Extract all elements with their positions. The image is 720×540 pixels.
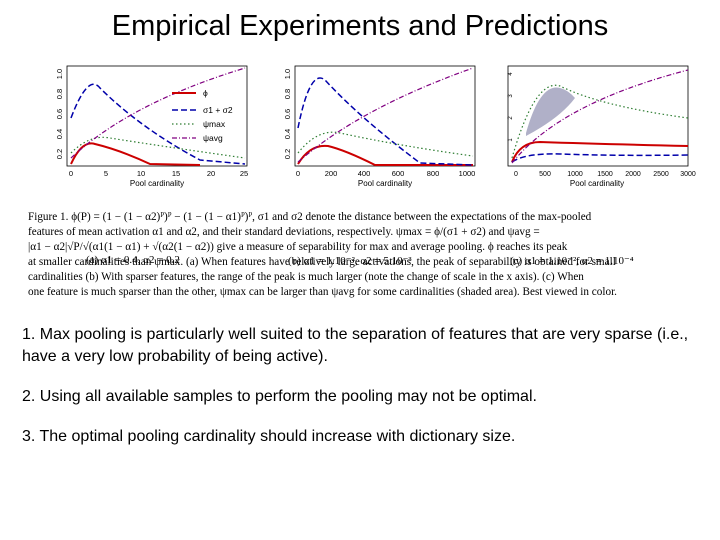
x-tick: 1000 xyxy=(567,171,583,178)
x-tick: 2500 xyxy=(653,171,669,178)
panel-a-caption: (a) α1 = 0.4, α2 = 0.2 xyxy=(86,254,180,266)
figure-plots: 0.2 0.4 0.6 0.8 1.0 0 5 10 15 20 25 Pool… xyxy=(55,65,696,188)
panel-c-xticks: 0 500 1000 1500 2000 2500 3000 xyxy=(514,171,696,178)
psi-max-curve xyxy=(70,136,246,159)
y-tick: 0.2 xyxy=(283,149,292,159)
key-points: 1. Max pooling is particularly well suit… xyxy=(22,324,702,466)
y-tick: 4 xyxy=(508,72,514,76)
panel-b-yticks: 0.2 0.4 0.6 0.8 1.0 xyxy=(283,69,292,159)
y-tick: 0.2 xyxy=(55,149,64,159)
x-tick: 2000 xyxy=(625,171,641,178)
x-tick: 0 xyxy=(514,171,518,178)
panel-b-xlabel: Pool cardinality xyxy=(358,179,412,188)
panel-a-frame xyxy=(66,65,248,167)
y-tick: 0.4 xyxy=(283,129,292,139)
caption-line: |α1 − α2|√P/√(α1(1 − α1) + √(α2(1 − α2))… xyxy=(28,241,568,253)
y-tick: 1 xyxy=(508,138,514,142)
point-2: 2. Using all available samples to perfor… xyxy=(22,388,537,405)
psi-max-curve xyxy=(511,84,689,159)
y-tick: 1.0 xyxy=(283,69,292,79)
panel-c-xlabel: Pool cardinality xyxy=(570,179,624,188)
figure: 0.2 0.4 0.6 0.8 1.0 0 5 10 15 20 25 Pool… xyxy=(0,58,720,308)
x-tick: 25 xyxy=(240,169,248,178)
psi-avg-curve xyxy=(511,69,689,164)
y-tick: 0.6 xyxy=(283,109,292,119)
x-tick: 5 xyxy=(104,169,108,178)
y-tick: 0.8 xyxy=(283,89,292,99)
x-tick: 800 xyxy=(427,169,440,178)
phi-curve xyxy=(70,142,201,166)
x-tick: 500 xyxy=(539,171,551,178)
y-tick: 0.4 xyxy=(55,129,64,139)
panel-b: 0.2 0.4 0.6 0.8 1.0 0 200 400 600 800 10… xyxy=(283,65,476,188)
panel-a-xlabel: Pool cardinality xyxy=(130,179,184,188)
x-tick: 15 xyxy=(172,169,180,178)
panel-b-caption: (b) α1 = 1.10⁻², α2 = 5.10⁻³ xyxy=(288,255,412,267)
psi-avg-curve xyxy=(70,67,246,159)
x-tick: 1500 xyxy=(597,171,613,178)
y-tick: 0.8 xyxy=(55,89,64,99)
panel-a-yticks: 0.2 0.4 0.6 0.8 1.0 xyxy=(55,69,64,159)
x-tick: 0 xyxy=(296,169,300,178)
caption-line: Figure 1. ϕ(P) = (1 − (1 − α2)ᴾ)ᴾ − (1 −… xyxy=(28,211,592,223)
psi-avg-curve xyxy=(297,67,474,163)
legend-psi-avg: ψavg xyxy=(203,133,223,143)
panel-captions: (a) α1 = 0.4, α2 = 0.2 (b) α1 = 1.10⁻², … xyxy=(0,254,720,270)
x-tick: 200 xyxy=(325,169,338,178)
y-tick: 1.0 xyxy=(55,69,64,79)
panel-b-frame xyxy=(294,65,476,167)
caption-line: cardinalities (b) With sparser features,… xyxy=(28,271,584,283)
caption-line: at smaller cardinalities than ψmax. (a) … xyxy=(28,256,616,268)
shaded-area xyxy=(526,87,575,136)
panel-c: 1 2 3 4 0 500 1000 1500 2000 2500 3000 P… xyxy=(507,65,696,188)
panel-a-xticks: 0 5 10 15 20 25 xyxy=(69,169,248,178)
caption-line: features of mean activation α1 and α2, a… xyxy=(28,226,540,238)
point-1: 1. Max pooling is particularly well suit… xyxy=(22,326,689,365)
x-tick: 0 xyxy=(69,169,73,178)
figure-caption: Figure 1. ϕ(P) = (1 − (1 − α2)ᴾ)ᴾ − (1 −… xyxy=(28,210,698,300)
y-tick: 0.6 xyxy=(55,109,64,119)
x-tick: 10 xyxy=(137,169,145,178)
sigma-sum-curve xyxy=(511,153,689,163)
slide-title: Empirical Experiments and Predictions xyxy=(111,10,609,42)
psi-max-curve xyxy=(297,131,474,157)
panel-b-xticks: 0 200 400 600 800 1000 xyxy=(296,169,475,178)
x-tick: 3000 xyxy=(680,171,696,178)
x-tick: 600 xyxy=(392,169,405,178)
x-tick: 20 xyxy=(207,169,215,178)
x-tick: 400 xyxy=(358,169,371,178)
panel-c-caption: (c) α1 = 1.10⁻², α2 = 1.10⁻⁴ xyxy=(510,255,634,267)
y-tick: 3 xyxy=(508,94,514,98)
panel-c-frame xyxy=(507,65,689,167)
x-tick: 1000 xyxy=(459,169,476,178)
caption-line: one feature is much sparser than the oth… xyxy=(28,286,617,298)
legend-psi-max: ψmax xyxy=(203,119,226,129)
legend: ϕ σ1 + σ2 ψmax ψavg xyxy=(172,88,233,143)
phi-curve xyxy=(511,140,689,163)
y-tick: 2 xyxy=(508,116,514,120)
legend-sigma: σ1 + σ2 xyxy=(203,105,233,115)
phi-curve xyxy=(297,144,473,166)
panel-a: 0.2 0.4 0.6 0.8 1.0 0 5 10 15 20 25 Pool… xyxy=(55,65,248,188)
legend-phi: ϕ xyxy=(203,88,208,98)
panel-c-yticks: 1 2 3 4 xyxy=(508,72,514,142)
point-3: 3. The optimal pooling cardinality shoul… xyxy=(22,428,516,445)
